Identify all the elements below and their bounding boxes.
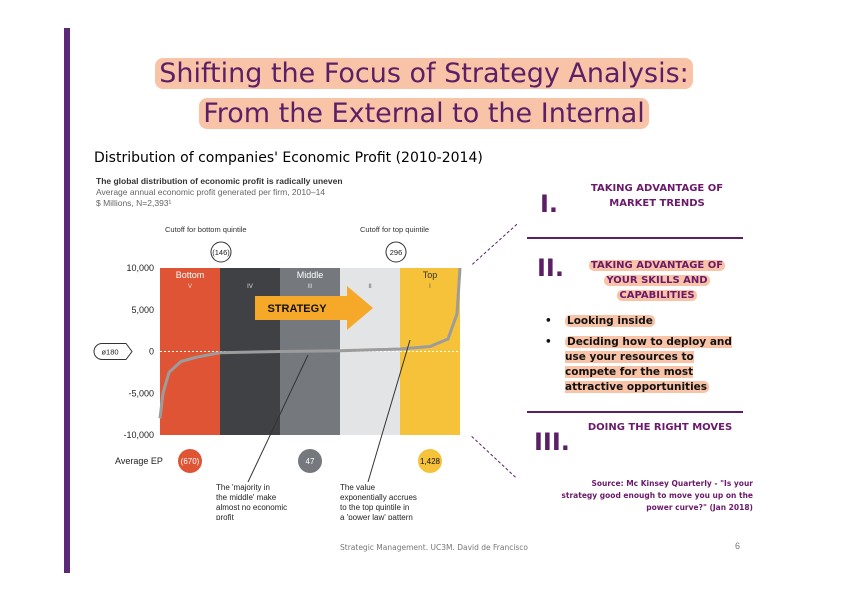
quintile-name: Middle (297, 270, 324, 280)
section-2-numeral: II. (537, 254, 564, 282)
cutoff-label: Cutoff for bottom quintile (165, 225, 247, 234)
cutoff-label: Cutoff for top quintile (360, 225, 429, 234)
average-ep-value: 47 (306, 457, 315, 466)
section-2-line-2: YOUR SKILLS AND (604, 275, 710, 286)
strategy-arrow-label: STRATEGY (267, 303, 327, 315)
divider-2 (527, 411, 743, 413)
quintile-name: Top (423, 270, 438, 280)
page-number: 6 (735, 541, 741, 551)
quintile-roman: I (429, 284, 431, 290)
zero-marker-label: ø180 (101, 348, 118, 357)
connector-bottom (471, 436, 516, 478)
average-ep-bubble (418, 449, 442, 473)
chart-units-note: $ Millions, N=2,393¹ (96, 198, 172, 208)
quintile-roman: V (188, 284, 192, 290)
y-tick-label: -10,000 (123, 430, 154, 440)
section-2-line-1: TAKING ADVANTAGE OF (588, 260, 726, 271)
slide-title-line-2: From the External to the Internal (0, 98, 848, 129)
annotation-top: The value exponentially accrues to the top… (340, 483, 417, 520)
chart-description: Average annual economic profit generated… (96, 187, 326, 197)
section-3-line-1: DOING THE RIGHT MOVES (587, 422, 733, 433)
cutoff-bubble (385, 241, 407, 263)
y-tick-label: -5,000 (128, 388, 154, 398)
y-tick-label: 10,000 (126, 263, 154, 273)
cutoff-value: 296 (390, 248, 403, 257)
y-tick-label: 0 (149, 347, 154, 357)
quintile-roman: IV (247, 284, 253, 290)
connector-top (472, 223, 518, 265)
average-ep-bubble (298, 449, 322, 473)
chart-title: The global distribution of economic prof… (96, 176, 343, 186)
average-ep-bubble (178, 449, 202, 473)
section-1-text: TAKING ADVANTAGE OF MARKET TRENDS (572, 181, 742, 211)
cutoff-bubble (210, 241, 232, 263)
ep-curve (158, 267, 462, 419)
section-2-line-3: CAPABILITIES (617, 290, 697, 301)
quintile-name: Bottom (176, 270, 205, 280)
average-ep-label: Average EP (115, 456, 163, 466)
section-1-line-1: TAKING ADVANTAGE OF (590, 183, 724, 194)
y-tick-label: 5,000 (131, 305, 154, 315)
divider-1 (527, 237, 743, 239)
zero-marker-bubble (93, 343, 133, 360)
annotation-leader (367, 339, 411, 483)
section-3-text: DOING THE RIGHT MOVES (575, 420, 745, 435)
strategy-arrow (255, 286, 373, 330)
average-ep-value: 1,428 (420, 457, 441, 466)
quintile-roman: II (368, 284, 372, 290)
section-1-numeral: I. (540, 190, 559, 218)
section-2-bullets: Looking inside Deciding how to deploy an… (545, 314, 745, 401)
section-1-line-2: MARKET TRENDS (609, 198, 705, 209)
chart-subtitle: Distribution of companies' Economic Prof… (94, 150, 483, 166)
annotation-leader (247, 354, 309, 483)
section-2-text: TAKING ADVANTAGE OF YOUR SKILLS AND CAPA… (572, 258, 742, 303)
bullet-item: Deciding how to deploy and use your reso… (545, 335, 745, 395)
left-accent-bar (64, 28, 70, 573)
source-citation: Source: Mc Kinsey Quarterly - "Is your s… (561, 479, 753, 512)
slide-footer: Strategic Management. UC3M. David de Fra… (340, 543, 529, 552)
annotation-middle: The 'majority in the middle' make almost n… (216, 483, 287, 520)
cutoff-value: (146) (212, 248, 230, 257)
section-3-numeral: III. (534, 428, 570, 456)
bullet-item: Looking inside (545, 314, 745, 329)
slide-title-line-1: Shifting the Focus of Strategy Analysis: (0, 58, 848, 89)
quintile-roman: III (307, 284, 312, 290)
average-ep-value: (670) (181, 457, 200, 466)
